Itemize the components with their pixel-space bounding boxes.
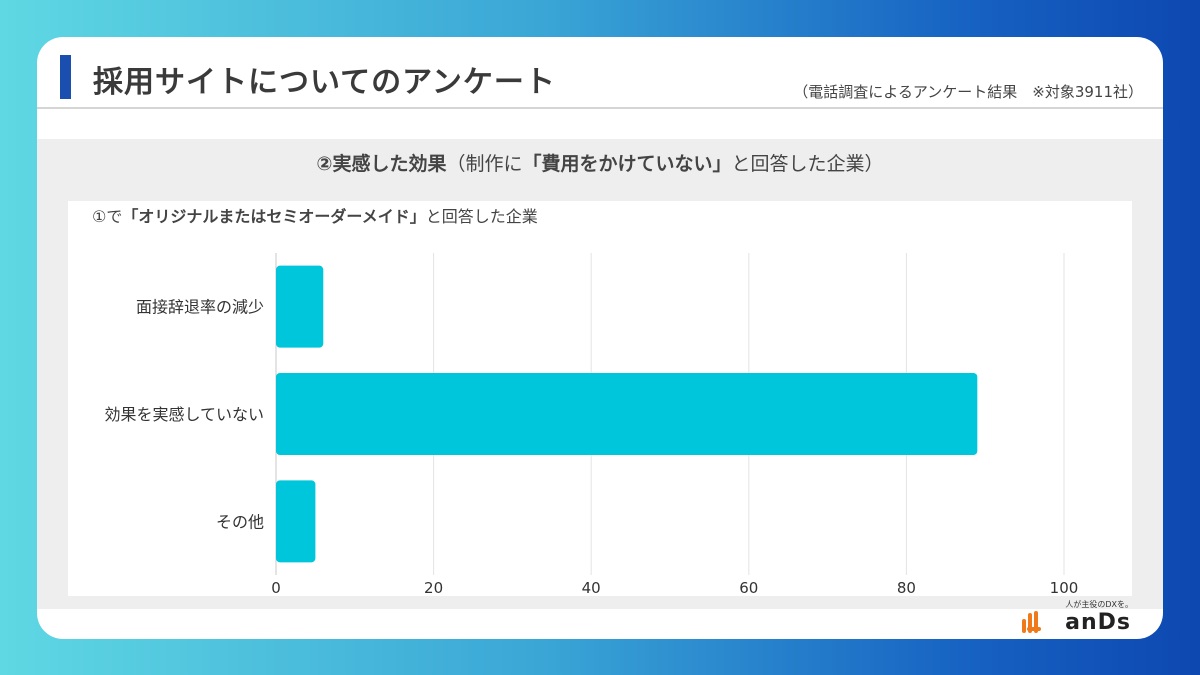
heading-part-3: 「費用をかけていない」: [522, 153, 732, 175]
title-divider: [37, 107, 1163, 109]
x-tick-label: 60: [739, 579, 758, 596]
caption-part-2: 「オリジナルまたはセミオーダーメイド」: [122, 207, 426, 226]
slide-card: 採用サイトについてのアンケート （電話調査によるアンケート結果 ※対象3911社…: [37, 37, 1163, 639]
bar: [276, 480, 316, 563]
logo-tagline: 人が主役のDXを。: [1065, 600, 1133, 609]
bar: [276, 265, 324, 348]
category-label: 効果を実感していない: [104, 405, 264, 424]
heading-part-2: （制作に: [446, 153, 523, 175]
x-tick-label: 40: [582, 579, 601, 596]
category-label: 面接辞退率の減少: [136, 298, 264, 317]
x-tick-label: 0: [271, 579, 281, 596]
chart-caption: ①で「オリジナルまたはセミオーダーメイド」と回答した企業: [92, 203, 538, 227]
chart-area: ①で「オリジナルまたはセミオーダーメイド」と回答した企業 0 20 40 60 80 10…: [68, 201, 1132, 596]
logo-text: anDs: [1065, 610, 1131, 635]
title-accent-bar: [60, 55, 71, 99]
heading-part-4: と回答した企業）: [731, 153, 884, 175]
bar: [276, 373, 978, 455]
hand-icon: [1022, 611, 1041, 633]
x-tick-label: 20: [424, 579, 443, 596]
survey-note: （電話調査によるアンケート結果 ※対象3911社）: [793, 83, 1143, 101]
chart-panel: ②実感した効果（制作に「費用をかけていない」と回答した企業） ①で「オリジナルま…: [37, 139, 1163, 609]
hands-logo: 人が主役のDXを。 anDs: [1017, 599, 1137, 635]
x-tick-label: 100: [1050, 579, 1079, 596]
heading-part-1: ②実感した効果: [316, 153, 447, 175]
panel-heading: ②実感した効果（制作に「費用をかけていない」と回答した企業）: [37, 149, 1163, 176]
caption-part-3: と回答した企業: [425, 207, 538, 226]
x-tick-label: 80: [897, 579, 916, 596]
page-title: 採用サイトについてのアンケート: [93, 65, 556, 100]
category-label: その他: [216, 512, 264, 531]
caption-part-1: ①で: [92, 207, 123, 226]
